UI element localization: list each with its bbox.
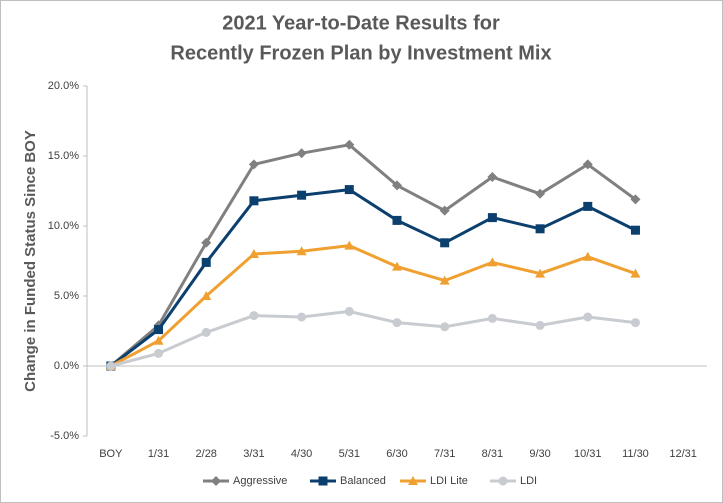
legend-label: Balanced <box>340 475 386 487</box>
point <box>582 159 593 170</box>
point <box>630 194 641 205</box>
legend-marker <box>408 476 418 485</box>
point <box>439 275 450 285</box>
y-tick-label: 20.0% <box>48 80 79 92</box>
point <box>392 180 402 191</box>
point <box>583 312 593 322</box>
x-tick-label: 8/31 <box>482 448 503 460</box>
point <box>106 361 116 371</box>
point <box>154 348 164 358</box>
point <box>392 318 402 328</box>
point <box>630 225 640 235</box>
point <box>297 190 307 200</box>
point <box>583 201 593 211</box>
point <box>153 335 164 345</box>
y-tick-label: 0.0% <box>54 360 79 372</box>
point <box>344 240 355 250</box>
series-line <box>110 244 636 368</box>
x-tick-label: 2/28 <box>196 448 217 460</box>
point <box>248 159 259 170</box>
point <box>344 139 355 150</box>
point <box>582 251 593 261</box>
point <box>201 237 212 248</box>
x-tick-label: 5/31 <box>339 448 360 460</box>
series-line <box>109 143 637 368</box>
x-tick-label: 1/31 <box>148 448 169 460</box>
point <box>201 291 212 300</box>
point <box>296 148 307 159</box>
point <box>248 249 259 258</box>
point <box>392 261 402 271</box>
chart-title: 2021 Year-to-Date Results for <box>222 12 500 34</box>
point <box>154 325 164 335</box>
x-tick-label: 11/30 <box>622 448 649 460</box>
y-tick-label: 10.0% <box>48 220 79 232</box>
point <box>344 185 354 195</box>
point <box>344 306 354 316</box>
point <box>487 313 497 323</box>
point <box>392 215 402 225</box>
legend-marker <box>318 476 328 486</box>
point <box>487 213 497 223</box>
point <box>296 246 307 256</box>
x-tick-label: 4/30 <box>291 448 312 460</box>
x-tick-label: 10/31 <box>574 448 602 460</box>
point <box>297 312 307 322</box>
point <box>440 322 450 332</box>
series-line <box>110 309 636 368</box>
point <box>630 268 641 278</box>
point <box>535 224 545 234</box>
point <box>487 172 498 182</box>
x-tick-label: BOY <box>99 448 123 460</box>
point <box>439 205 450 216</box>
x-tick-label: 6/30 <box>386 448 407 460</box>
x-tick-label: 12/31 <box>669 448 697 460</box>
y-axis-label: Change in Funded Status Since BOY <box>22 130 39 392</box>
point <box>535 268 546 278</box>
point <box>630 318 640 328</box>
y-tick-label: 5.0% <box>54 290 79 302</box>
series-line <box>109 188 637 368</box>
legend-marker <box>498 476 508 486</box>
point <box>201 327 211 337</box>
y-tick-label: 15.0% <box>48 150 79 162</box>
x-tick-label: 3/31 <box>243 448 264 460</box>
x-tick-label: 9/30 <box>529 448 550 460</box>
point <box>440 238 450 248</box>
legend-label: LDI <box>520 475 537 487</box>
legend-label: LDI Lite <box>430 475 468 487</box>
y-tick-label: -5.0% <box>50 430 79 442</box>
x-tick-label: 7/31 <box>434 448 455 460</box>
chart-title: Recently Frozen Plan by Investment Mix <box>170 42 551 64</box>
point <box>535 188 546 199</box>
point <box>249 311 259 321</box>
point <box>535 320 545 330</box>
point <box>249 196 259 206</box>
legend-marker <box>211 476 221 486</box>
point <box>201 257 211 267</box>
point <box>487 257 498 267</box>
legend-label: Aggressive <box>233 475 287 487</box>
